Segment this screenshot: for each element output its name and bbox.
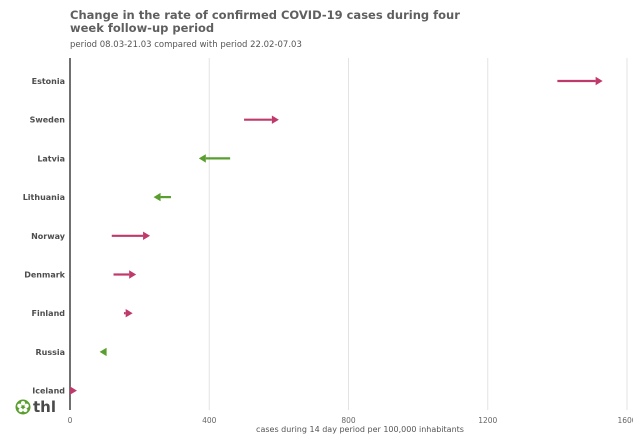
- arrow-head: [153, 192, 161, 202]
- arrow-head: [99, 347, 107, 357]
- arrow-head: [69, 386, 77, 395]
- category-label: Lithuania: [23, 193, 65, 202]
- thl-logo: thl: [15, 398, 56, 416]
- category-label: Iceland: [32, 387, 65, 396]
- x-axis-title: cases during 14 day period per 100,000 i…: [256, 425, 464, 434]
- category-label: Denmark: [24, 271, 65, 280]
- category-label: Latvia: [37, 154, 65, 163]
- category-label: Estonia: [32, 77, 65, 86]
- chart-subtitle: period 08.03-21.03 compared with period …: [70, 40, 302, 50]
- arrow-head: [129, 270, 137, 279]
- x-tick-label: 1600: [617, 416, 633, 425]
- chart-title: Change in the rate of confirmed COVID-19…: [70, 8, 460, 35]
- logo-text: thl: [33, 398, 56, 416]
- arrow-head: [271, 115, 279, 124]
- x-tick-label: 1200: [478, 416, 497, 425]
- x-tick-label: 0: [68, 416, 73, 425]
- category-label: Norway: [31, 232, 66, 241]
- arrow-head: [595, 76, 603, 86]
- x-tick-label: 400: [202, 416, 217, 425]
- arrow-head: [125, 309, 133, 318]
- category-label: Sweden: [30, 116, 66, 125]
- category-label: Finland: [32, 309, 66, 318]
- flower-icon: [15, 399, 31, 415]
- arrow-head: [198, 154, 206, 163]
- arrow-head: [143, 231, 151, 240]
- category-label: Russia: [35, 348, 65, 357]
- x-tick-label: 800: [341, 416, 356, 425]
